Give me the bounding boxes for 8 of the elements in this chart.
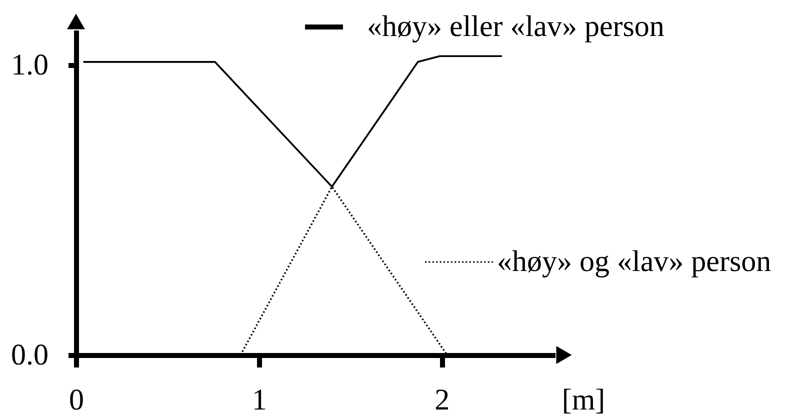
y-tick-label: 1.0 — [11, 48, 48, 82]
legend-label: «høy» og «lav» person — [497, 245, 772, 278]
legend-label: «høy» eller «lav» person — [367, 10, 664, 43]
x-tick-label: 2 — [434, 384, 450, 414]
x-tick-label: 1 — [252, 384, 267, 414]
x-axis-title: [m] — [562, 384, 606, 414]
x-tick-label: 0 — [69, 384, 84, 414]
y-tick-label: 0.0 — [11, 338, 48, 372]
